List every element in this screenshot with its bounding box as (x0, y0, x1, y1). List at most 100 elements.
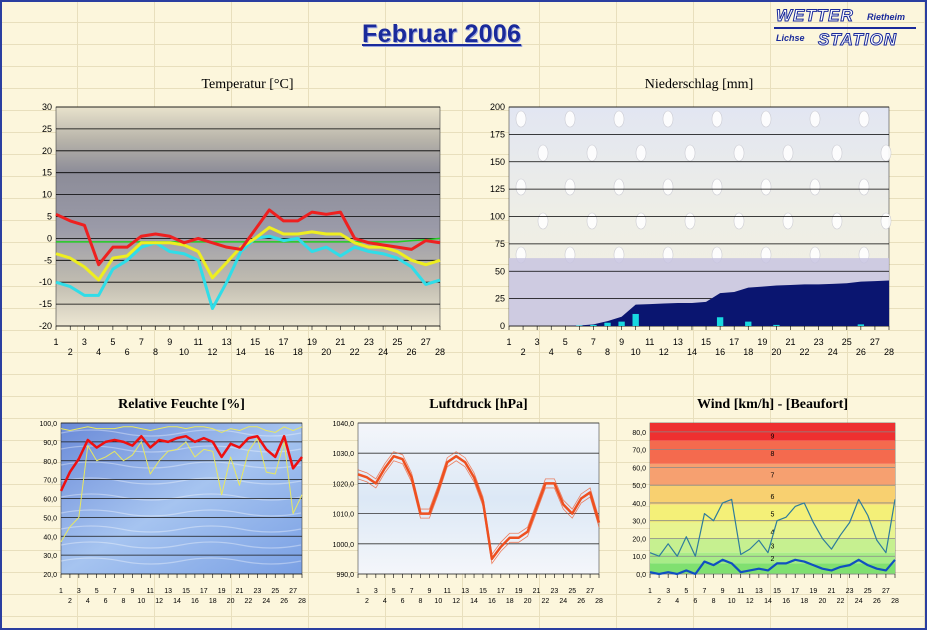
rain-x-tick-label: 8 (605, 347, 610, 357)
raindrop-decoration (586, 212, 598, 230)
rain-x-tick-label: 27 (870, 337, 880, 347)
wind-x-tick-label: 10 (728, 598, 736, 605)
temp-y-tick-label: 30 (42, 102, 52, 112)
wind-y-tick-label: 50,0 (632, 483, 646, 490)
rain-x-tick-label: 4 (549, 347, 554, 357)
hum-y-tick-label: 60,0 (43, 497, 57, 504)
temp-x-tick-label: 16 (264, 347, 274, 357)
raindrop-decoration (858, 110, 870, 128)
hum-y-tick-label: 30,0 (43, 553, 57, 560)
temp-x-tick-label: 11 (194, 337, 203, 347)
temp-x-tick-label: 9 (167, 337, 172, 347)
press-x-tick-label: 10 (434, 598, 442, 605)
temp-x-tick-label: 27 (421, 337, 431, 347)
hum-x-tick-label: 6 (104, 598, 108, 605)
temp-x-tick-label: 4 (96, 347, 101, 357)
rain-x-tick-label: 10 (631, 347, 641, 357)
press-x-tick-label: 3 (374, 588, 378, 595)
water-ripple-decoration (60, 461, 302, 469)
rain-daily-bar (590, 324, 597, 326)
temp-x-tick-label: 22 (350, 347, 360, 357)
raindrop-decoration (635, 144, 647, 162)
rain-daily-bar (618, 321, 625, 326)
temp-x-tick-label: 10 (179, 347, 189, 357)
hum-x-tick-label: 18 (209, 598, 217, 605)
wind-y-tick-label: 10,0 (632, 554, 646, 561)
raindrop-decoration (662, 178, 674, 196)
water-ripple-decoration (60, 509, 302, 517)
rain-x-tick-label: 6 (577, 347, 582, 357)
wind-y-tick-label: 60,0 (632, 465, 646, 472)
temp-series-line (55, 208, 441, 267)
raindrop-decoration (711, 178, 723, 196)
temp-series-line (55, 225, 441, 282)
wind-x-tick-label: 28 (891, 598, 899, 605)
hum-y-tick-label: 100,0 (39, 421, 57, 428)
wind-x-tick-label: 22 (837, 598, 845, 605)
rain-x-tick-label: 22 (800, 347, 810, 357)
humidity-series-line (59, 434, 303, 492)
wind-x-tick-label: 23 (846, 588, 854, 595)
temp-x-tick-label: 14 (236, 347, 246, 357)
temp-y-tick-label: 25 (42, 124, 52, 134)
rain-x-tick-label: 2 (521, 347, 526, 357)
rain-daily-bar (604, 322, 611, 326)
raindrop-decoration (782, 212, 794, 230)
press-y-tick-label: 1000,0 (333, 542, 355, 549)
rain-y-tick-label: 175 (490, 129, 505, 139)
rain-y-tick-label: 150 (490, 157, 505, 167)
rain-daily-bar (745, 321, 752, 326)
wind-y-tick-label: 40,0 (632, 501, 646, 508)
logo-divider (774, 27, 916, 29)
page-title: Februar 2006 (362, 20, 522, 48)
press-x-tick-label: 9 (427, 588, 431, 595)
temp-y-tick-label: 20 (42, 146, 52, 156)
temp-x-tick-label: 5 (110, 337, 115, 347)
press-x-tick-label: 6 (401, 598, 405, 605)
wind-gust-line (649, 498, 896, 557)
logo-station: STATION (817, 30, 898, 50)
rain-y-tick-label: 25 (495, 294, 505, 304)
temp-x-tick-label: 25 (392, 337, 402, 347)
temp-series-line (55, 234, 441, 310)
humidity-chart-title: Relative Feuchte [%] (118, 397, 245, 412)
rain-x-tick-label: 5 (563, 337, 568, 347)
logo-lichse: Lichse (776, 33, 805, 43)
wind-average-line (649, 558, 896, 576)
press-x-tick-label: 23 (550, 588, 558, 595)
press-x-tick-label: 16 (488, 598, 496, 605)
rain-x-tick-label: 7 (591, 337, 596, 347)
beaufort-label: 3 (771, 544, 775, 551)
temp-x-tick-label: 1 (53, 337, 58, 347)
raindrop-decoration (760, 178, 772, 196)
rain-daily-bar (716, 317, 724, 326)
beaufort-band (650, 504, 895, 523)
hum-x-tick-label: 9 (130, 588, 134, 595)
temp-x-tick-label: 23 (364, 337, 374, 347)
press-x-tick-label: 25 (568, 588, 576, 595)
press-x-tick-label: 27 (586, 588, 594, 595)
raindrop-decoration (537, 212, 549, 230)
wind-x-tick-label: 26 (873, 598, 881, 605)
rain-chart-title: Niederschlag [mm] (644, 77, 754, 92)
hum-x-tick-label: 11 (147, 588, 154, 595)
press-x-tick-label: 1 (356, 588, 360, 595)
wind-x-tick-label: 24 (855, 598, 863, 605)
rain-daily-bar (632, 313, 639, 326)
rain-x-tick-label: 17 (729, 337, 739, 347)
hum-y-tick-label: 50,0 (43, 515, 57, 522)
rain-x-tick-label: 19 (757, 337, 767, 347)
water-ripple-decoration (60, 493, 302, 501)
press-x-tick-label: 17 (497, 588, 505, 595)
temp-x-tick-label: 13 (222, 337, 232, 347)
temp-x-tick-label: 18 (293, 347, 303, 357)
raindrop-decoration (564, 178, 576, 196)
wind-y-tick-label: 80,0 (632, 430, 646, 437)
hum-x-tick-label: 24 (262, 598, 270, 605)
rain-cumulative-area (509, 280, 889, 326)
beaufort-label: 5 (771, 512, 775, 519)
raindrop-decoration (564, 110, 576, 128)
press-y-tick-label: 990,0 (336, 572, 354, 579)
press-y-tick-label: 1020,0 (333, 481, 355, 488)
beaufort-band (650, 485, 895, 505)
